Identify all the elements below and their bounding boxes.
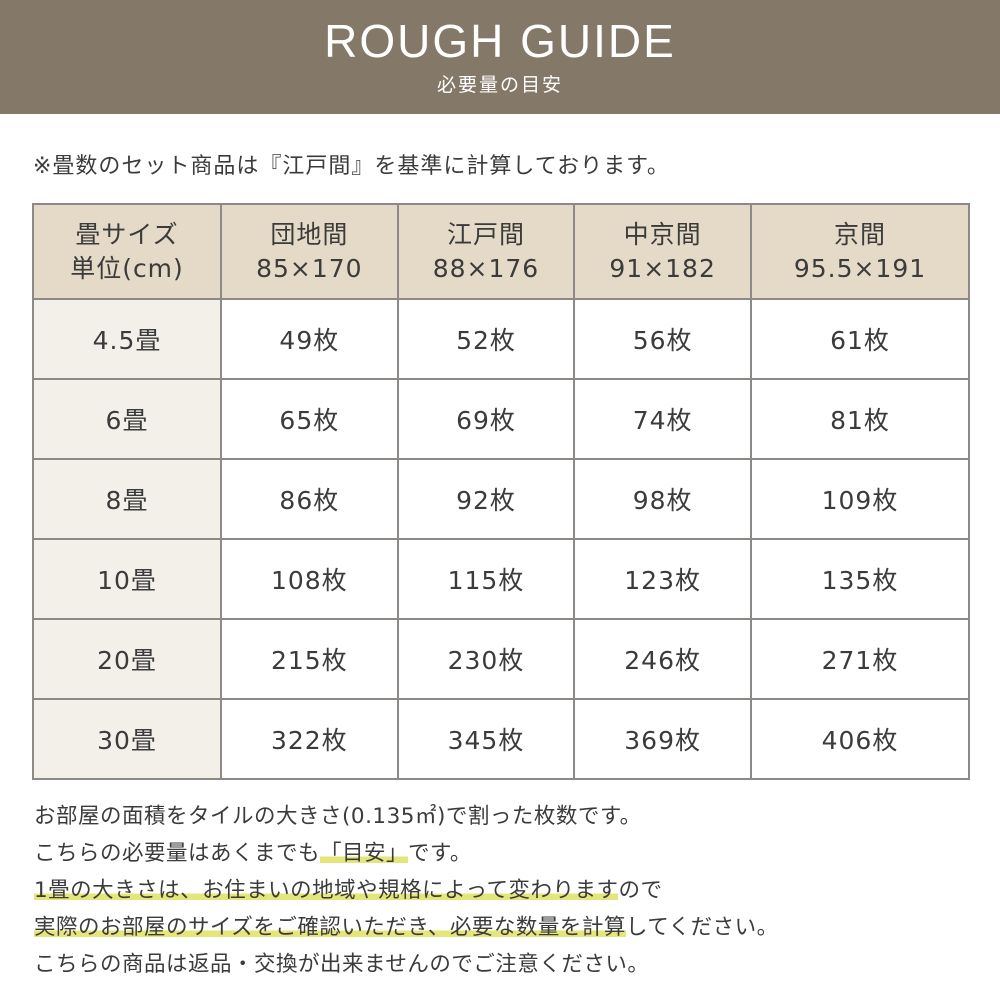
calculation-note: ※畳数のセット商品は『江戸間』を基準に計算しております。 bbox=[33, 154, 670, 179]
column-header-danchima: 団地間 85×170 bbox=[220, 203, 399, 300]
header-label: 団地間 bbox=[270, 219, 349, 249]
footer-text: こちらの必要量はあくまでも bbox=[34, 841, 321, 866]
table-cell: 135枚 bbox=[749, 538, 971, 620]
table-row: 30畳 322枚 345枚 369枚 406枚 bbox=[32, 698, 971, 780]
table-cell: 271枚 bbox=[749, 618, 971, 700]
header-dimensions: 88×176 bbox=[432, 253, 540, 283]
row-header-tatami: 6畳 bbox=[32, 378, 222, 460]
column-header-size: 畳サイズ単位(cm) bbox=[32, 203, 222, 300]
table-cell: 108枚 bbox=[220, 538, 399, 620]
header-banner: ROUGH GUIDE 必要量の目安 bbox=[0, 0, 1000, 114]
table-row: 20畳 215枚 230枚 246枚 271枚 bbox=[32, 618, 971, 700]
table-cell: 56枚 bbox=[573, 298, 752, 380]
table-cell: 109枚 bbox=[749, 458, 971, 540]
footer-text: です。 bbox=[408, 841, 472, 866]
footer-line: 実際のお部屋のサイズをご確認いただき、必要な数量を計算してください。 bbox=[34, 909, 779, 946]
footer-notes: お部屋の面積をタイルの大きさ(0.135㎡)で割った枚数です。 こちらの必要量は… bbox=[34, 798, 779, 983]
column-header-edoma: 江戸間 88×176 bbox=[396, 203, 576, 300]
table-cell: 74枚 bbox=[573, 378, 752, 460]
header-label: 中京間 bbox=[623, 219, 702, 249]
column-header-kyoma: 京間 95.5×191 bbox=[749, 203, 971, 300]
row-header-tatami: 8畳 bbox=[32, 458, 222, 540]
column-header-chukyoma: 中京間 91×182 bbox=[573, 203, 752, 300]
footer-line: こちらの必要量はあくまでも「目安」です。 bbox=[34, 835, 779, 872]
table-cell: 246枚 bbox=[573, 618, 752, 700]
table-cell: 230枚 bbox=[396, 618, 576, 700]
footer-text: してください。 bbox=[625, 915, 779, 940]
table-cell: 215枚 bbox=[220, 618, 399, 700]
header-dimensions: 95.5×191 bbox=[793, 253, 927, 283]
row-header-tatami: 10畳 bbox=[32, 538, 222, 620]
header-unit: 単位(cm) bbox=[70, 253, 184, 283]
table-row: 8畳 86枚 92枚 98枚 109枚 bbox=[32, 458, 971, 540]
table-cell: 115枚 bbox=[396, 538, 576, 620]
table-cell: 61枚 bbox=[749, 298, 971, 380]
highlighted-text: 実際のお部屋のサイズをご確認いただき、必要な数量を計算 bbox=[34, 915, 626, 940]
highlighted-text: 「目安」 bbox=[320, 841, 409, 866]
table-cell: 322枚 bbox=[220, 698, 399, 780]
table-row: 10畳 108枚 115枚 123枚 135枚 bbox=[32, 538, 971, 620]
table-cell: 369枚 bbox=[573, 698, 752, 780]
highlighted-text: 1畳の大きさは、お住まいの地域や規格によって変わります bbox=[34, 878, 619, 903]
table-cell: 81枚 bbox=[749, 378, 971, 460]
table-cell: 86枚 bbox=[220, 458, 399, 540]
footer-line: こちらの商品は返品・交換が出来ませんのでご注意ください。 bbox=[34, 952, 650, 977]
footer-line: お部屋の面積をタイルの大きさ(0.135㎡)で割った枚数です。 bbox=[34, 804, 642, 829]
table-cell: 92枚 bbox=[396, 458, 576, 540]
table-cell: 98枚 bbox=[573, 458, 752, 540]
header-label: 江戸間 bbox=[446, 219, 525, 249]
header-dimensions: 85×170 bbox=[256, 253, 363, 283]
table-cell: 123枚 bbox=[573, 538, 752, 620]
header-label: 京間 bbox=[833, 219, 886, 249]
table-cell: 345枚 bbox=[396, 698, 576, 780]
table-header-row: 畳サイズ単位(cm) 団地間 85×170 江戸間 88×176 中京間 91×182… bbox=[32, 203, 971, 300]
table-row: 4.5畳 49枚 52枚 56枚 61枚 bbox=[32, 298, 971, 380]
page-title: ROUGH GUIDE bbox=[324, 15, 676, 67]
table-cell: 49枚 bbox=[220, 298, 399, 380]
tile-quantity-table: 畳サイズ単位(cm) 団地間 85×170 江戸間 88×176 中京間 91×182… bbox=[32, 203, 971, 780]
header-label: 畳サイズ bbox=[75, 219, 179, 249]
table-cell: 52枚 bbox=[396, 298, 576, 380]
table-cell: 69枚 bbox=[396, 378, 576, 460]
table-cell: 406枚 bbox=[749, 698, 971, 780]
footer-text: ので bbox=[618, 878, 663, 903]
row-header-tatami: 4.5畳 bbox=[32, 298, 222, 380]
row-header-tatami: 30畳 bbox=[32, 698, 222, 780]
table-cell: 65枚 bbox=[220, 378, 399, 460]
header-dimensions: 91×182 bbox=[609, 253, 716, 283]
footer-line: 1畳の大きさは、お住まいの地域や規格によって変わりますので bbox=[34, 872, 779, 909]
page-subtitle: 必要量の目安 bbox=[436, 74, 563, 96]
row-header-tatami: 20畳 bbox=[32, 618, 222, 700]
table-row: 6畳 65枚 69枚 74枚 81枚 bbox=[32, 378, 971, 460]
